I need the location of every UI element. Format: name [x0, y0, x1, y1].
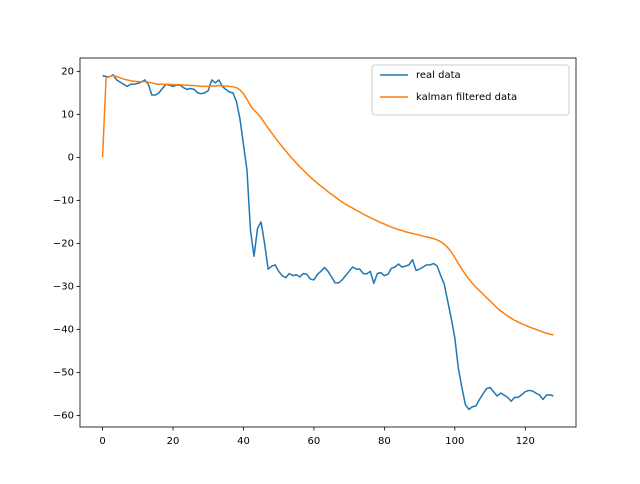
plot-frame [79, 57, 577, 428]
y-tick-label: −60 [53, 410, 74, 421]
x-tick-label: 40 [237, 436, 250, 447]
y-tick-label: −50 [53, 367, 74, 378]
y-tick-label: 10 [61, 109, 74, 120]
y-tick-label: 20 [61, 66, 74, 77]
y-tick-label: 0 [68, 152, 74, 163]
y-tick-label: −40 [53, 324, 74, 335]
legend-box [371, 64, 570, 116]
legend-label: real data [416, 70, 461, 81]
data-line [101, 74, 554, 336]
x-tick-label: 60 [308, 436, 321, 447]
x-tick-label: 20 [167, 436, 180, 447]
y-tick-label: −10 [53, 195, 74, 206]
x-tick-label: 100 [445, 436, 464, 447]
y-tick-label: −30 [53, 281, 74, 292]
legend-label: kalman filtered data [416, 92, 517, 103]
x-tick-label: 80 [378, 436, 391, 447]
x-tick-label: 0 [99, 436, 105, 447]
x-tick-label: 120 [516, 436, 535, 447]
y-tick-label: −20 [53, 238, 74, 249]
